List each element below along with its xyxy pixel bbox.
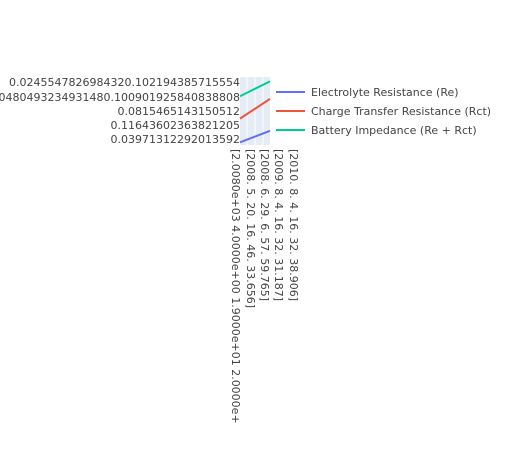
series-line-1 (239, 129, 271, 144)
x-tick-labels: [2.0080e+03 4.0000e+00 1.9000e+01 2.0000… (229, 149, 300, 424)
y-tick-labels: 0.0245547826984320.102194385715554 0.0480… (0, 76, 240, 146)
y-tick-label: 0.0480493234931480.100901925840838808 (0, 91, 240, 104)
x-tick-label: [2010. 8. 4. 16. 32. 38.906] (287, 149, 300, 301)
x-tick-label: [2.0080e+03 4.0000e+00 1.9000e+01 2.0000… (229, 149, 242, 424)
series-lines (239, 80, 271, 144)
legend-label: Electrolyte Resistance (Re) (311, 86, 459, 99)
legend: Electrolyte Resistance (Re) Charge Transf… (276, 86, 491, 137)
series-line-3 (239, 80, 271, 98)
legend-item[interactable]: Electrolyte Resistance (Re) (276, 86, 459, 99)
y-tick-label: 0.03971312292013592 (111, 133, 240, 146)
x-tick-label: [2009. 8. 4. 16. 32. 31.187] (272, 149, 285, 301)
series-line-2 (239, 98, 271, 120)
y-tick-label: 0.11643602363821205 (111, 119, 240, 132)
legend-label: Charge Transfer Resistance (Rct) (311, 105, 491, 118)
legend-item[interactable]: Charge Transfer Resistance (Rct) (276, 105, 491, 118)
y-tick-label: 0.0245547826984320.102194385715554 (9, 76, 240, 89)
legend-label: Battery Impedance (Re + Rct) (311, 124, 477, 137)
x-tick-label: [2008. 6. 29. 6. 57. 59.765] (258, 149, 271, 301)
legend-item[interactable]: Battery Impedance (Re + Rct) (276, 124, 477, 137)
y-tick-label: 0.0815465143150512 (118, 105, 240, 118)
x-tick-label: [2008. 5. 20. 16. 46. 33.656] (244, 149, 257, 308)
